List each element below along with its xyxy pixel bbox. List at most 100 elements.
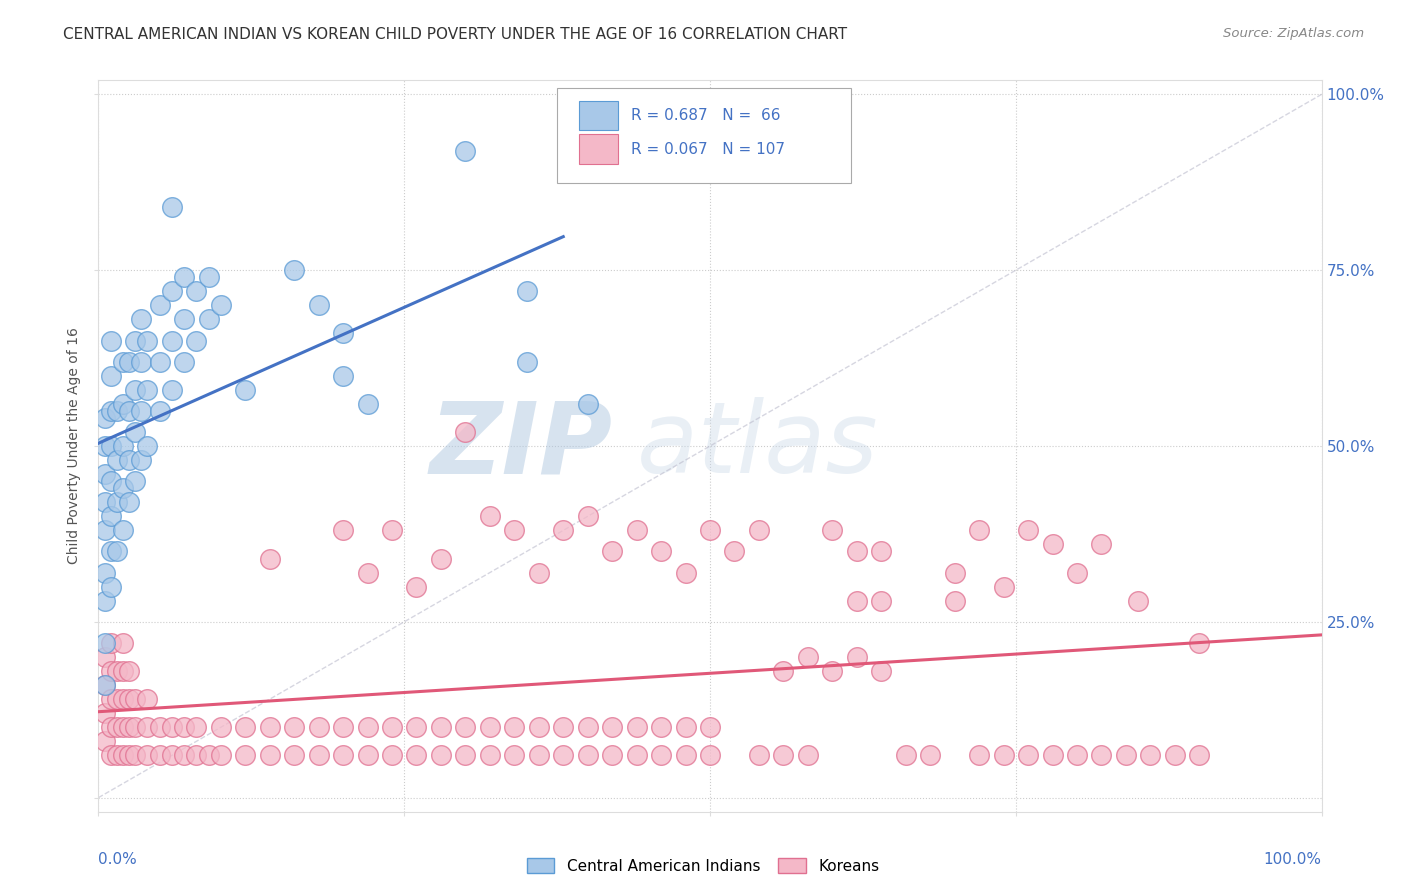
Point — [93, 566, 115, 580]
Point — [259, 551, 281, 566]
Point — [124, 720, 146, 734]
Text: ZIP: ZIP — [429, 398, 612, 494]
Point — [209, 748, 232, 763]
Point — [186, 748, 208, 763]
Point — [356, 748, 378, 763]
Point — [93, 439, 115, 453]
Point — [1128, 593, 1150, 607]
Point — [136, 439, 159, 453]
Point — [1090, 537, 1112, 551]
Point — [129, 453, 152, 467]
Point — [381, 524, 404, 538]
Point — [332, 368, 354, 383]
Point — [93, 678, 115, 692]
Point — [259, 748, 281, 763]
Point — [105, 544, 128, 558]
Point — [111, 397, 134, 411]
Point — [381, 748, 404, 763]
Point — [283, 263, 305, 277]
Point — [197, 270, 219, 285]
Point — [797, 650, 820, 665]
Point — [576, 748, 599, 763]
Point — [503, 524, 526, 538]
Point — [173, 354, 195, 368]
Point — [332, 524, 354, 538]
Point — [100, 580, 122, 594]
Point — [100, 334, 122, 348]
Text: 100.0%: 100.0% — [1264, 852, 1322, 867]
Point — [527, 566, 550, 580]
Point — [283, 720, 305, 734]
Point — [173, 748, 195, 763]
Point — [149, 720, 172, 734]
Point — [430, 748, 453, 763]
Point — [845, 650, 868, 665]
Point — [160, 285, 183, 299]
Point — [1164, 748, 1187, 763]
Point — [233, 383, 256, 397]
Point — [118, 453, 141, 467]
Point — [626, 524, 648, 538]
Point — [478, 720, 501, 734]
Point — [821, 664, 844, 678]
Point — [454, 720, 477, 734]
Point — [1139, 748, 1161, 763]
Point — [118, 495, 141, 509]
Point — [186, 334, 208, 348]
Point — [129, 354, 152, 368]
Point — [233, 748, 256, 763]
Point — [100, 720, 122, 734]
Point — [93, 524, 115, 538]
FancyBboxPatch shape — [579, 101, 619, 130]
Point — [870, 544, 893, 558]
Point — [553, 720, 575, 734]
Point — [105, 664, 128, 678]
Point — [967, 524, 990, 538]
Point — [454, 144, 477, 158]
Point — [1017, 524, 1039, 538]
Point — [650, 544, 672, 558]
Point — [478, 509, 501, 524]
Point — [600, 720, 623, 734]
Point — [943, 566, 966, 580]
Text: atlas: atlas — [637, 398, 879, 494]
Point — [454, 748, 477, 763]
Point — [454, 425, 477, 439]
Text: CENTRAL AMERICAN INDIAN VS KOREAN CHILD POVERTY UNDER THE AGE OF 16 CORRELATION : CENTRAL AMERICAN INDIAN VS KOREAN CHILD … — [63, 27, 848, 42]
Point — [1017, 748, 1039, 763]
Point — [1066, 566, 1088, 580]
Point — [105, 495, 128, 509]
Point — [100, 509, 122, 524]
Point — [430, 551, 453, 566]
Point — [149, 298, 172, 312]
Point — [1042, 537, 1064, 551]
Point — [105, 748, 128, 763]
Point — [136, 334, 159, 348]
Point — [105, 692, 128, 706]
Point — [626, 720, 648, 734]
Point — [124, 334, 146, 348]
Point — [111, 481, 134, 495]
Point — [124, 383, 146, 397]
Point — [93, 410, 115, 425]
Point — [308, 298, 330, 312]
Point — [381, 720, 404, 734]
Point — [105, 453, 128, 467]
Point — [93, 706, 115, 721]
Point — [723, 544, 745, 558]
Point — [111, 524, 134, 538]
Point — [111, 692, 134, 706]
Point — [129, 404, 152, 418]
Point — [675, 720, 697, 734]
Point — [993, 580, 1015, 594]
Legend: Central American Indians, Koreans: Central American Indians, Koreans — [520, 852, 886, 880]
Point — [356, 720, 378, 734]
FancyBboxPatch shape — [579, 135, 619, 163]
Point — [283, 748, 305, 763]
Point — [527, 748, 550, 763]
Point — [967, 748, 990, 763]
Point — [405, 580, 427, 594]
Point — [118, 404, 141, 418]
Point — [626, 748, 648, 763]
Point — [118, 720, 141, 734]
